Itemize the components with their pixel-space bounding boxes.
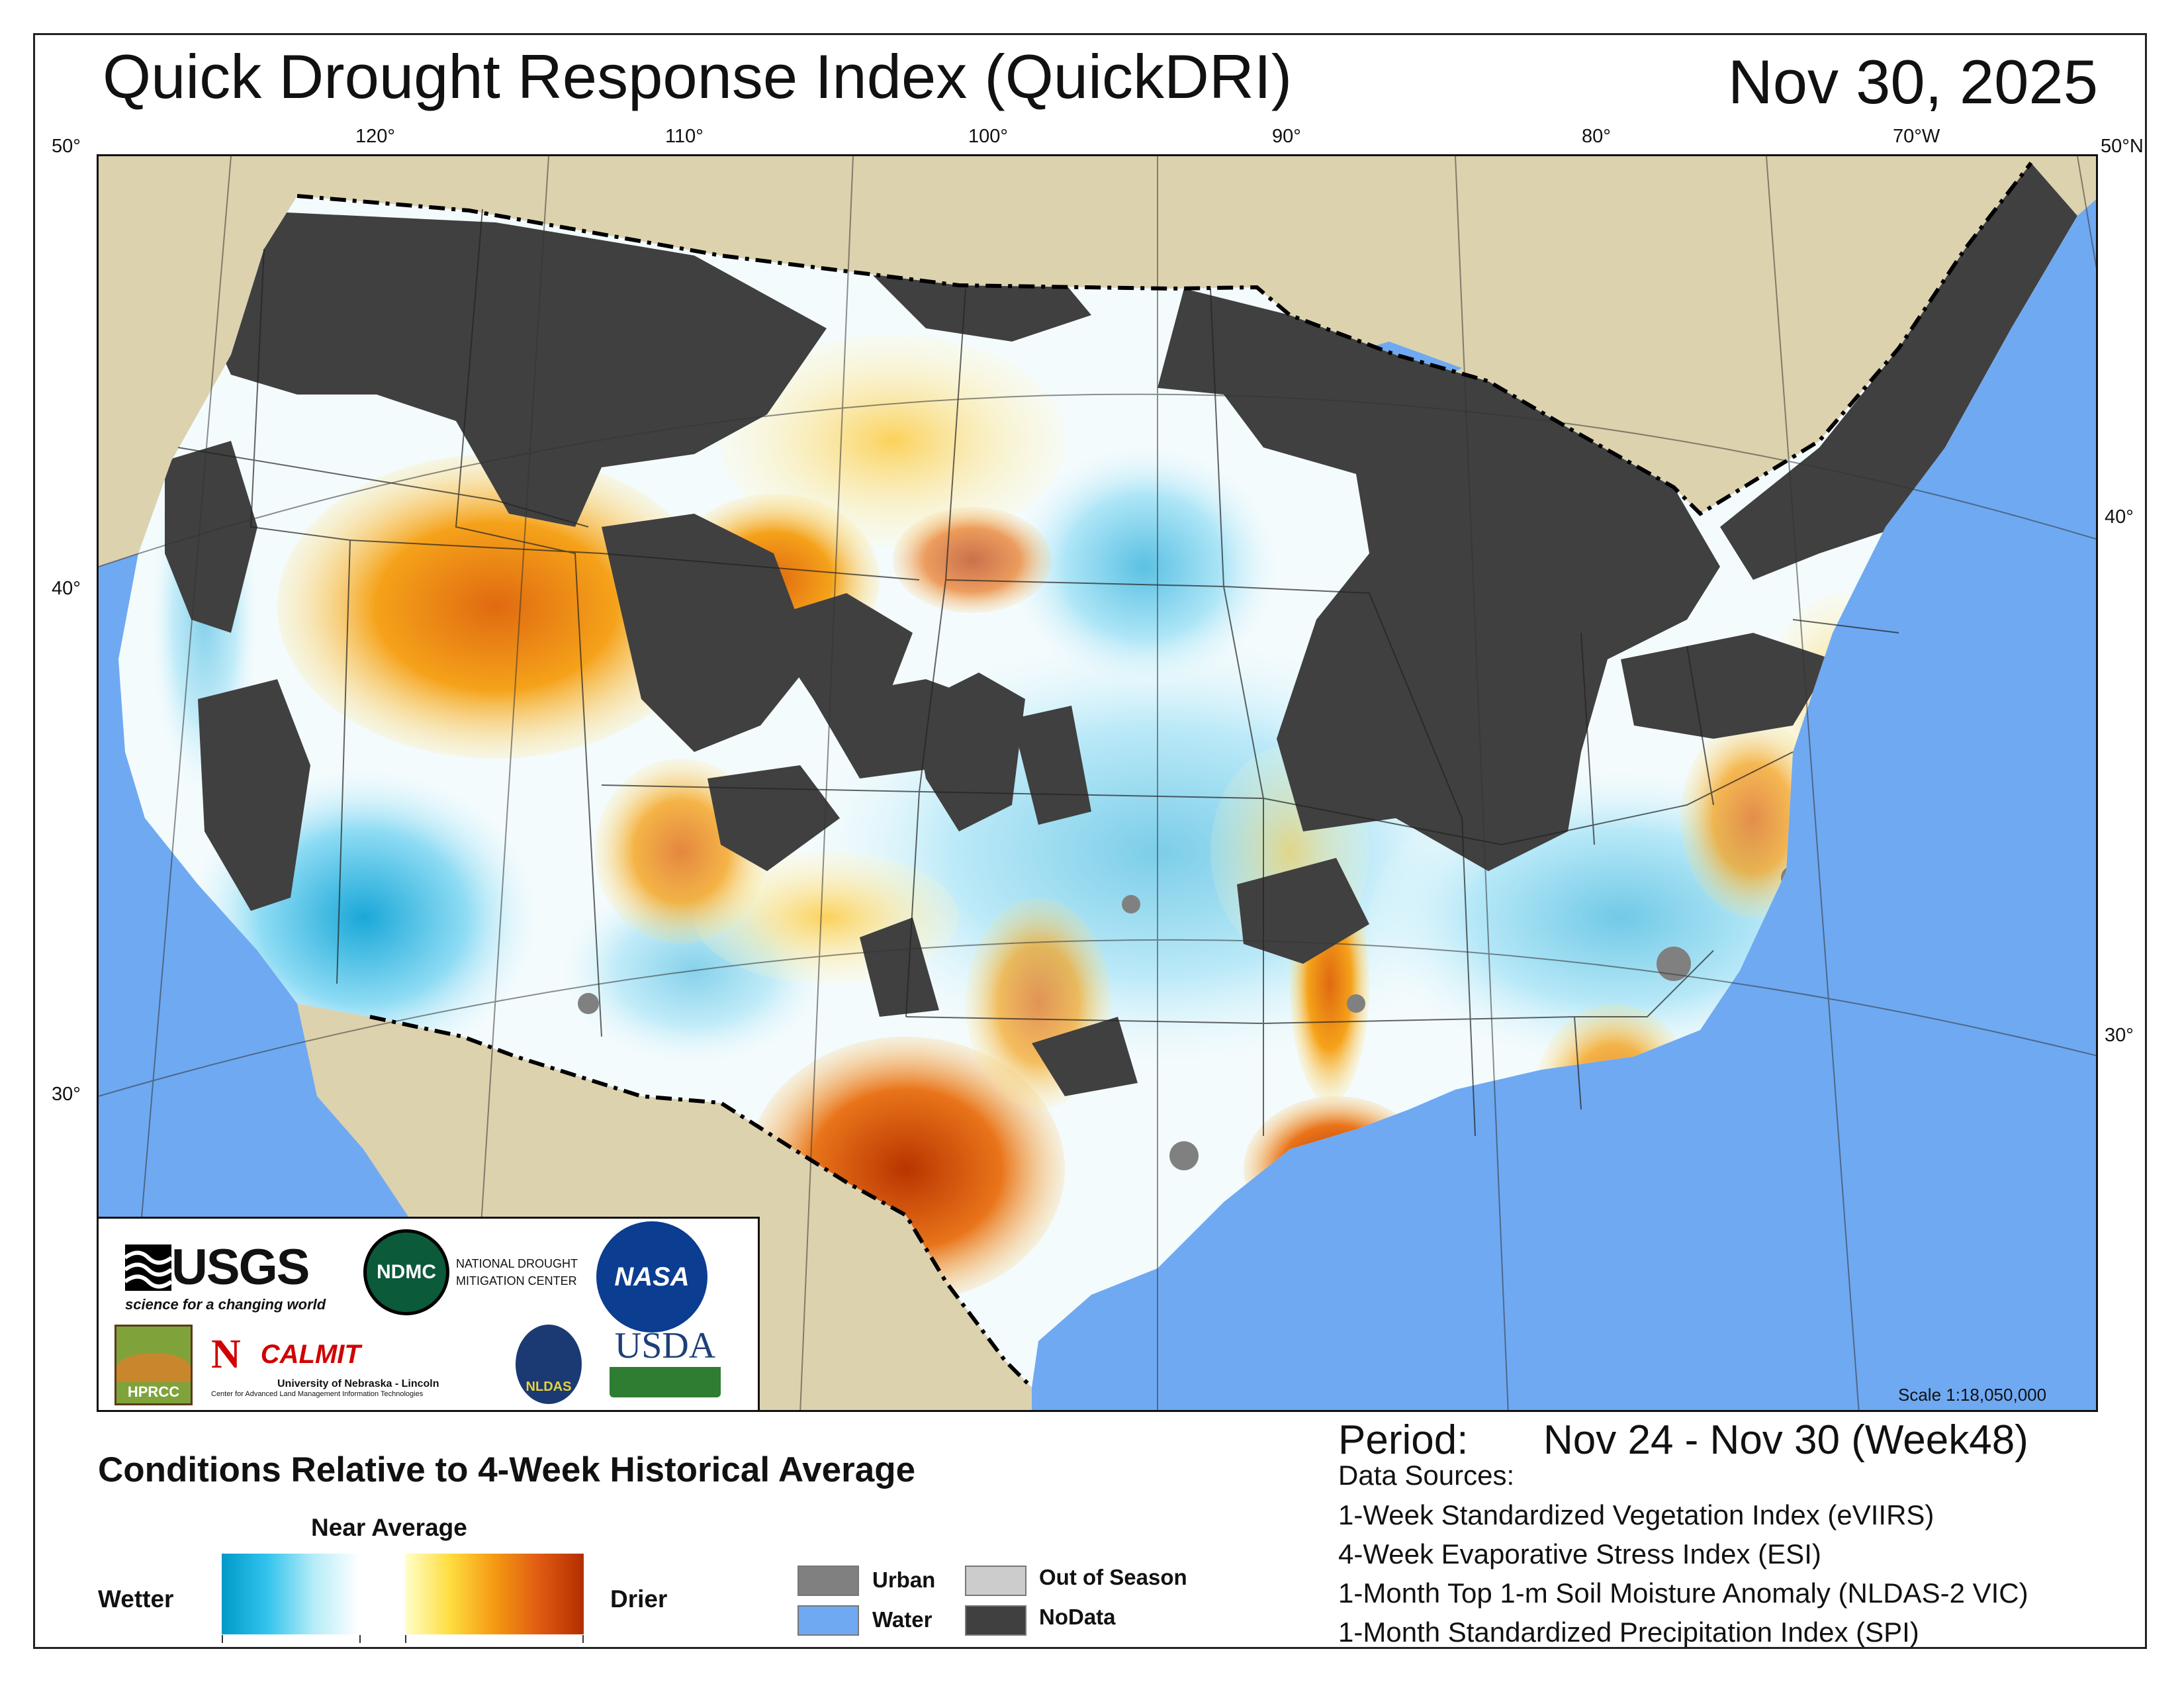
calmit-line1: University of Nebraska - Lincoln	[277, 1378, 439, 1389]
usgs-logo: USGS science for a changing world	[125, 1239, 326, 1313]
legend-dry-ramp	[405, 1554, 584, 1634]
partner-logos-panel: USGS science for a changing world NDMC N…	[97, 1217, 760, 1412]
legend-urban-label: Urban	[872, 1568, 936, 1592]
lat-label-30-east: 30°	[2105, 1025, 2134, 1046]
legend-wetter: Wetter	[98, 1585, 174, 1613]
lon-label-110: 110°	[665, 126, 704, 147]
lat-label-30-west: 30°	[52, 1084, 81, 1105]
legend-tick	[405, 1635, 406, 1643]
conus-map	[99, 156, 2096, 1410]
calmit-line2: Center for Advanced Land Management Info…	[211, 1390, 424, 1398]
map-scale: Scale 1:18,050,000	[1898, 1385, 2047, 1405]
legend-urban-swatch	[797, 1566, 859, 1596]
ndmc-logo: NDMC NATIONAL DROUGHT MITIGATION CENTER	[363, 1229, 578, 1315]
map-title: Quick Drought Response Index (QuickDRI)	[103, 42, 1293, 111]
lon-label-120: 120°	[355, 126, 395, 147]
map-date: Nov 30, 2025	[1727, 47, 2098, 117]
legend-water-label: Water	[872, 1607, 933, 1632]
lon-label-70w: 70°W	[1893, 126, 1940, 147]
data-source-item: 4-Week Evaporative Stress Index (ESI)	[1338, 1538, 1821, 1570]
nebraska-n-icon: N	[211, 1332, 241, 1377]
nldas-logo: NLDAS	[516, 1325, 582, 1404]
lat-label-40-west: 40°	[52, 578, 81, 599]
legend-nodata-label: NoData	[1039, 1605, 1116, 1629]
legend-tick	[359, 1635, 361, 1643]
lat-label-50-east: 50°N	[2101, 136, 2144, 157]
hprcc-wordmark: HPRCC	[127, 1383, 180, 1400]
nldas-wordmark: NLDAS	[525, 1380, 572, 1394]
usda-logo: USDA	[610, 1325, 721, 1404]
nasa-logo: NASA	[596, 1221, 707, 1333]
nasa-wordmark: NASA	[614, 1262, 690, 1291]
legend-water-swatch	[797, 1605, 859, 1636]
lat-label-40-east: 40°	[2105, 506, 2134, 528]
lon-label-100: 100°	[968, 126, 1008, 147]
lon-label-90: 90°	[1272, 126, 1301, 147]
legend-out-of-season-label: Out of Season	[1039, 1565, 1187, 1589]
ndmc-line2: MITIGATION CENTER	[456, 1274, 577, 1288]
map-panel[interactable]	[97, 154, 2098, 1412]
period-row: Period: Nov 24 - Nov 30 (Week48)	[1338, 1417, 2028, 1464]
usgs-wave-icon	[125, 1244, 171, 1291]
page-frame	[33, 33, 2147, 1649]
ndmc-seal: NDMC	[363, 1229, 449, 1315]
data-source-item: 1-Week Standardized Vegetation Index (eV…	[1338, 1499, 1934, 1530]
lon-label-80: 80°	[1582, 126, 1611, 147]
data-source-item: 1-Month Top 1-m Soil Moisture Anomaly (N…	[1338, 1577, 2028, 1609]
lat-label-50-west: 50°	[52, 136, 81, 157]
usgs-wordmark: USGS	[171, 1239, 310, 1295]
legend-wet-ramp	[222, 1554, 359, 1634]
usda-wordmark: USDA	[614, 1325, 716, 1366]
hprcc-logo: HPRCC	[114, 1325, 193, 1405]
calmit-wordmark: CALMIT	[260, 1340, 361, 1369]
ndmc-line1: NATIONAL DROUGHT	[456, 1257, 578, 1270]
legend-tick	[222, 1635, 223, 1643]
legend-drier: Drier	[610, 1585, 668, 1613]
period-value: Nov 24 - Nov 30 (Week48)	[1543, 1417, 2028, 1463]
legend-title: Conditions Relative to 4-Week Historical…	[98, 1450, 916, 1489]
calmit-logo: N CALMIT University of Nebraska - Lincol…	[211, 1331, 439, 1398]
usgs-tagline: science for a changing world	[125, 1296, 326, 1313]
data-sources-heading: Data Sources:	[1338, 1460, 1515, 1491]
legend-nodata-swatch	[965, 1605, 1026, 1636]
legend-out-of-season-swatch	[965, 1566, 1026, 1596]
period-label: Period:	[1338, 1417, 1469, 1463]
legend-near-average: Near Average	[311, 1514, 467, 1541]
legend-tick	[582, 1635, 584, 1643]
data-source-item: 1-Month Standardized Precipitation Index…	[1338, 1617, 1919, 1648]
